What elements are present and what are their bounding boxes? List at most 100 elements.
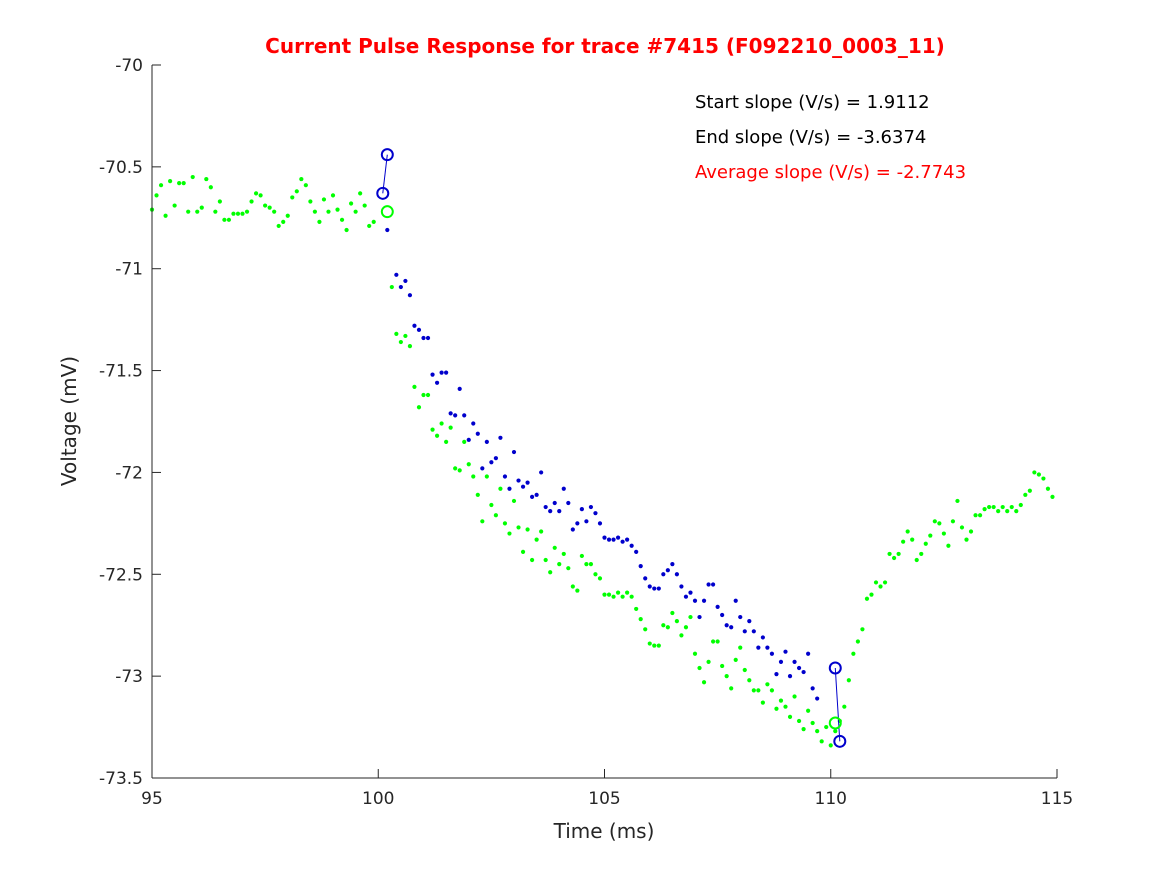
data-point [520,484,526,489]
data-point [756,688,761,693]
data-point [760,635,765,640]
data-point [742,629,747,634]
data-point [489,460,494,465]
data-point [828,743,833,748]
data-point [444,370,449,375]
data-point [367,223,372,229]
data-point [394,272,399,277]
data-point [615,590,621,595]
data-point [507,531,512,536]
data-point [778,698,784,703]
data-point [358,191,363,196]
data-point [720,612,725,618]
data-point [448,411,453,416]
data-point [679,633,684,638]
data-point [484,439,489,444]
data-point [412,323,417,328]
data-point [557,509,562,514]
data-point [615,535,621,540]
data-point [724,623,729,628]
x-axis-label: Time (ms) [553,819,655,843]
data-point [688,590,693,595]
data-point [769,651,775,656]
data-point [833,729,838,734]
data-point [502,521,508,526]
data-point [692,651,698,656]
data-point [530,557,535,563]
data-point [430,427,435,432]
y-ticks: -70 -70.5 -71 -71.5 -72 -72.5 -73 -73.5 [99,56,161,789]
data-point [548,509,553,514]
y-tick-label: -72 [115,463,143,483]
data-point [511,449,517,455]
data-point [729,625,734,630]
data-point [665,625,670,630]
start-slope-annotation: Start slope (V/s) = 1.9112 [695,92,930,113]
data-point [561,486,566,491]
data-point [683,625,689,630]
data-point [217,199,222,204]
data-point [421,335,426,341]
data-point [647,641,652,646]
data-point [276,223,281,229]
data-point [294,189,299,194]
data-point [959,525,965,530]
data-point [222,217,227,222]
data-point [629,594,634,599]
data-point [724,674,729,679]
data-point [815,729,820,734]
data-point [520,549,526,554]
data-point [303,183,308,188]
data-point [385,227,390,233]
data-point [511,498,517,504]
data-point [738,645,743,650]
data-point [638,617,643,622]
data-point [955,498,960,504]
data-point [471,421,476,426]
data-point [416,405,422,410]
data-point [720,663,725,669]
data-point [466,437,471,442]
data-point [783,649,788,654]
data-point [882,580,888,585]
data-point [1027,488,1032,493]
y-tick-label: -70 [115,56,143,76]
data-point [887,551,892,557]
data-point [738,614,743,620]
data-point [525,480,530,485]
data-point [412,384,417,389]
x-tick-label: 105 [588,789,620,809]
data-point [566,500,571,506]
data-point [172,203,177,208]
slope-endpoint-marker [380,148,394,162]
data-point [647,584,652,589]
data-point [824,724,829,730]
y-tick-label: -71 [115,260,143,280]
x-tick-label: 110 [815,789,847,809]
data-point [751,629,756,634]
data-point [575,588,580,593]
data-point [480,519,485,524]
data-point [819,739,824,744]
data-point [806,651,811,656]
data-point [792,659,797,664]
data-point [448,425,453,430]
data-point [1023,492,1028,497]
data-point [235,211,241,216]
data-point [964,537,969,542]
data-point [692,598,698,603]
data-point [430,372,435,377]
data-point [389,284,394,290]
data-point [457,386,462,392]
data-point [344,227,349,233]
data-point [973,513,978,518]
data-point [1000,504,1005,510]
data-point [299,176,304,182]
data-point [231,211,236,216]
data-point [810,686,815,691]
data-point [530,494,535,499]
x-ticks: 95 100 105 110 115 [141,769,1073,809]
data-point [177,181,182,186]
data-point [860,627,865,632]
